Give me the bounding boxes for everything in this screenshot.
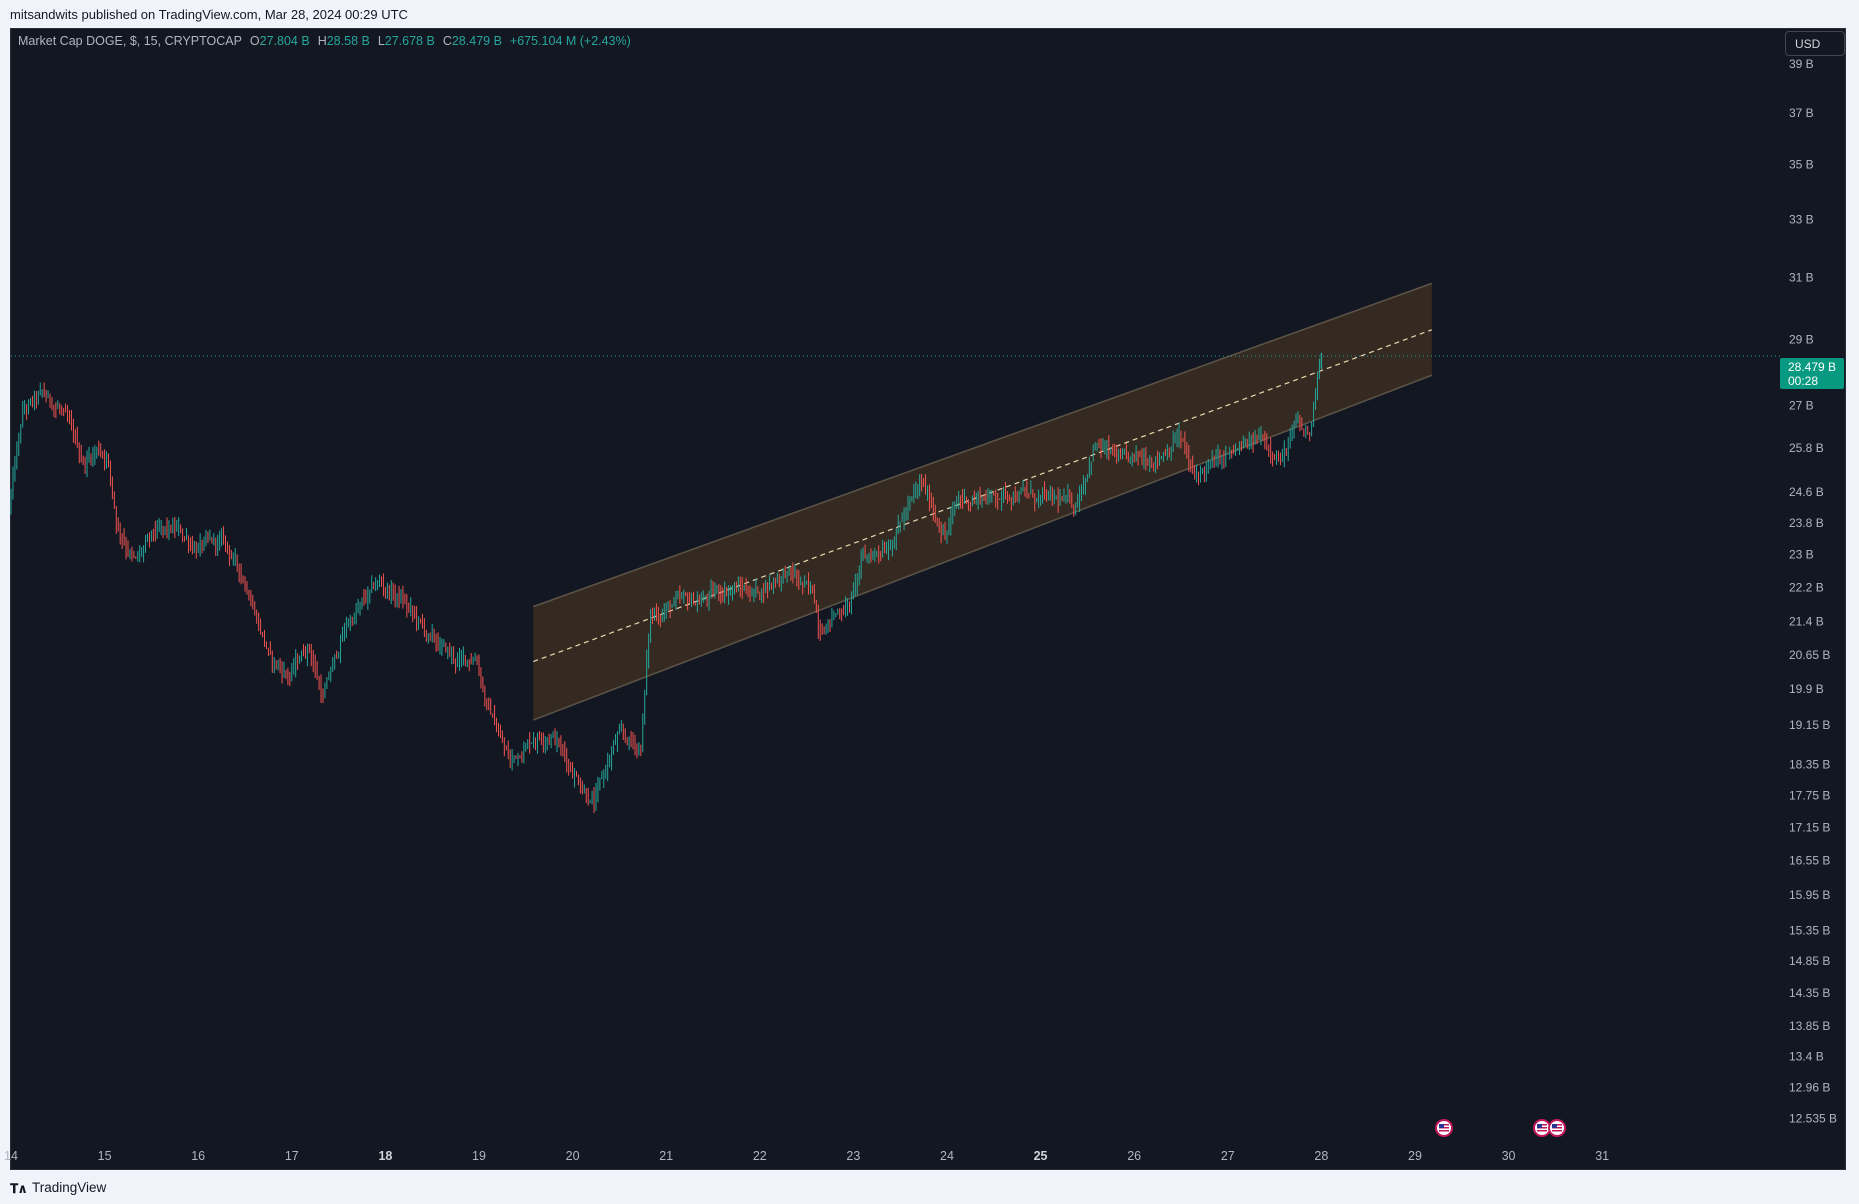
x-tick-label: 24 (940, 1149, 954, 1163)
channel-midline (533, 329, 1433, 663)
y-tick-label: 17.15 B (1789, 820, 1830, 834)
y-tick-label: 16.55 B (1789, 853, 1830, 867)
bar-countdown: 00:28 (1788, 374, 1819, 388)
x-tick-label: 25 (1034, 1149, 1048, 1163)
legend-open-value: 27.804 B (259, 34, 310, 48)
tradingview-logo-icon[interactable]: 𝐓∧ (10, 1181, 28, 1196)
channel-upper-line (533, 282, 1433, 608)
y-tick-label: 27 B (1789, 399, 1814, 413)
x-tick-label: 31 (1595, 1149, 1609, 1163)
legend-high-label: H (317, 34, 327, 48)
y-tick-label: 12.96 B (1789, 1081, 1830, 1095)
x-tick-label: 28 (1314, 1149, 1328, 1163)
currency-button[interactable]: USD (1785, 31, 1845, 56)
y-tick-label: 23 B (1789, 548, 1814, 562)
y-tick-label: 13.85 B (1789, 1019, 1830, 1033)
x-tick-label: 16 (191, 1149, 205, 1163)
legend-low-value: 27.678 B (384, 34, 435, 48)
y-tick-label: 37 B (1789, 106, 1814, 120)
y-tick-label: 22.2 B (1789, 581, 1824, 595)
x-tick-label: 15 (98, 1149, 112, 1163)
y-tick-label: 29 B (1789, 332, 1814, 346)
y-tick-label: 39 B (1789, 57, 1814, 71)
price-chart[interactable]: 39 B 37 B 35 B 33 B 31 B 29 B 27 B 25.8 B 24.6 B… (0, 0, 1859, 1172)
y-tick-label: 14.85 B (1789, 954, 1830, 968)
candles (10, 352, 1323, 814)
us-flag-icon[interactable] (1435, 1119, 1453, 1137)
y-tick-label: 33 B (1789, 212, 1814, 226)
legend-close-label: C (442, 34, 452, 48)
last-price-badge: 28.479 B 00:28 (1780, 358, 1844, 389)
y-tick-label: 18.35 B (1789, 758, 1830, 772)
y-tick-label: 21.4 B (1789, 615, 1824, 629)
x-tick-label: 18 (378, 1149, 392, 1163)
x-tick-label: 30 (1502, 1149, 1516, 1163)
y-tick-label: 25.8 B (1789, 441, 1824, 455)
last-price-value: 28.479 B (1788, 360, 1837, 374)
publisher-line: mitsandwits published on TradingView.com… (0, 0, 1859, 28)
y-tick-label: 19.9 B (1789, 682, 1824, 696)
x-tick-label: 20 (566, 1149, 580, 1163)
y-tick-label: 19.15 B (1789, 718, 1830, 732)
x-tick-label: 19 (472, 1149, 486, 1163)
y-tick-label: 23.8 B (1789, 516, 1824, 530)
x-tick-label: 26 (1127, 1149, 1141, 1163)
y-tick-label: 12.535 B (1789, 1112, 1837, 1126)
x-tick-label: 23 (846, 1149, 860, 1163)
legend-change: +675.104 M (+2.43%) (509, 34, 631, 48)
time-axis[interactable]: 14 15 16 17 18 19 20 21 22 23 24 25 26 27 28 29 30 31 (4, 1149, 1609, 1163)
footer: 𝐓∧ TradingView (0, 1172, 1859, 1204)
legend-open-label: O (249, 34, 260, 48)
legend-high-value: 28.58 B (326, 34, 370, 48)
x-tick-label: 29 (1408, 1149, 1422, 1163)
x-tick-label: 22 (753, 1149, 767, 1163)
legend-close-value: 28.479 B (451, 34, 502, 48)
y-tick-label: 15.95 B (1789, 888, 1830, 902)
x-tick-label: 27 (1221, 1149, 1235, 1163)
y-tick-label: 13.4 B (1789, 1050, 1824, 1064)
us-flag-icon[interactable] (1548, 1119, 1566, 1137)
y-tick-label: 14.35 B (1789, 986, 1830, 1000)
price-axis[interactable]: 39 B 37 B 35 B 33 B 31 B 29 B 27 B 25.8 B 24.6 B… (1789, 57, 1837, 1126)
y-tick-label: 24.6 B (1789, 485, 1824, 499)
y-tick-label: 17.75 B (1789, 788, 1830, 802)
channel-lower-line (533, 374, 1433, 721)
y-tick-label: 15.35 B (1789, 923, 1830, 937)
x-tick-label: 17 (285, 1149, 299, 1163)
y-tick-label: 20.65 B (1789, 648, 1830, 662)
legend-title: Market Cap DOGE, $, 15, CRYPTOCAP (18, 34, 242, 48)
legend-low-label: L (377, 34, 385, 48)
x-tick-label: 21 (659, 1149, 673, 1163)
footer-brand[interactable]: TradingView (32, 1180, 107, 1195)
y-tick-label: 31 B (1789, 270, 1814, 284)
y-tick-label: 35 B (1789, 158, 1814, 172)
x-tick-label: 14 (4, 1149, 18, 1163)
chart-frame[interactable] (10, 28, 1846, 1170)
chart-legend: Market Cap DOGE, $, 15, CRYPTOCAP O27.804… (18, 34, 631, 52)
